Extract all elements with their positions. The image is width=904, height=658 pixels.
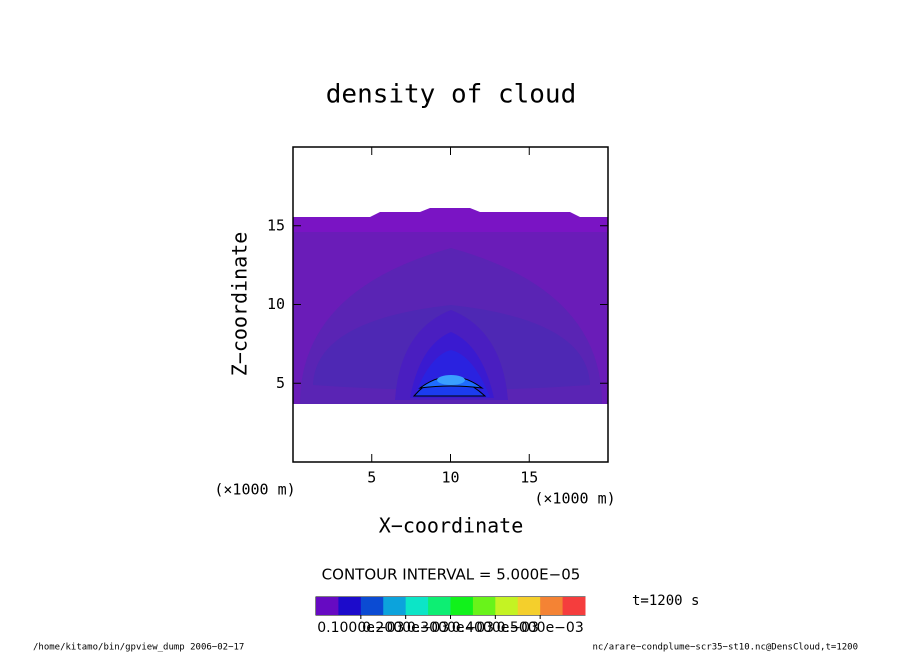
y-tick-label: 15 [267,216,285,234]
colorbar-band [405,597,429,615]
footer-left: /home/kitamo/bin/gpview_dump 2006−02−17 [33,643,244,653]
colorbar-band [562,597,586,615]
y-unit: (×1000 m) [214,481,295,499]
x-unit: (×1000 m) [534,490,615,508]
colorbar-label: 0.5000e−03 [497,620,584,636]
colorbar-band [383,597,407,615]
colorbar-band [540,597,564,615]
x-tick-label: 10 [441,469,459,487]
footer-right: nc/arare−condplume−scr35−st10.nc@DensClo… [592,643,858,653]
colorbar-band [517,597,541,615]
colorbar-label: 0.3000e−03 [407,620,494,636]
colorbar-band [338,597,362,615]
colorbar-band [316,597,339,615]
colorbar-band [472,597,496,615]
contour-interval: CONTOUR INTERVAL = 5.000E−05 [322,566,581,584]
y-axis-label: Z−coordinate [228,232,252,377]
x-tick-label: 15 [520,469,538,487]
colorbar-label: 0.4000e−03 [452,620,539,636]
colorbar-band [360,597,384,615]
colorbar-band [428,597,451,615]
chart-title: density of cloud [326,80,576,110]
time-label: t=1200 s [632,593,699,609]
x-tick-label: 5 [367,469,376,487]
y-tick-label: 5 [276,374,285,392]
colorbar-band [495,597,519,615]
y-tick-label: 10 [267,295,285,313]
contour-fill [293,208,608,404]
x-axis-label: X−coordinate [379,514,524,538]
colorbar-label: 0.1000e−03 [317,620,404,636]
colorbar-label: 0.2000e−03 [362,620,449,636]
colorbar-band [450,597,474,615]
